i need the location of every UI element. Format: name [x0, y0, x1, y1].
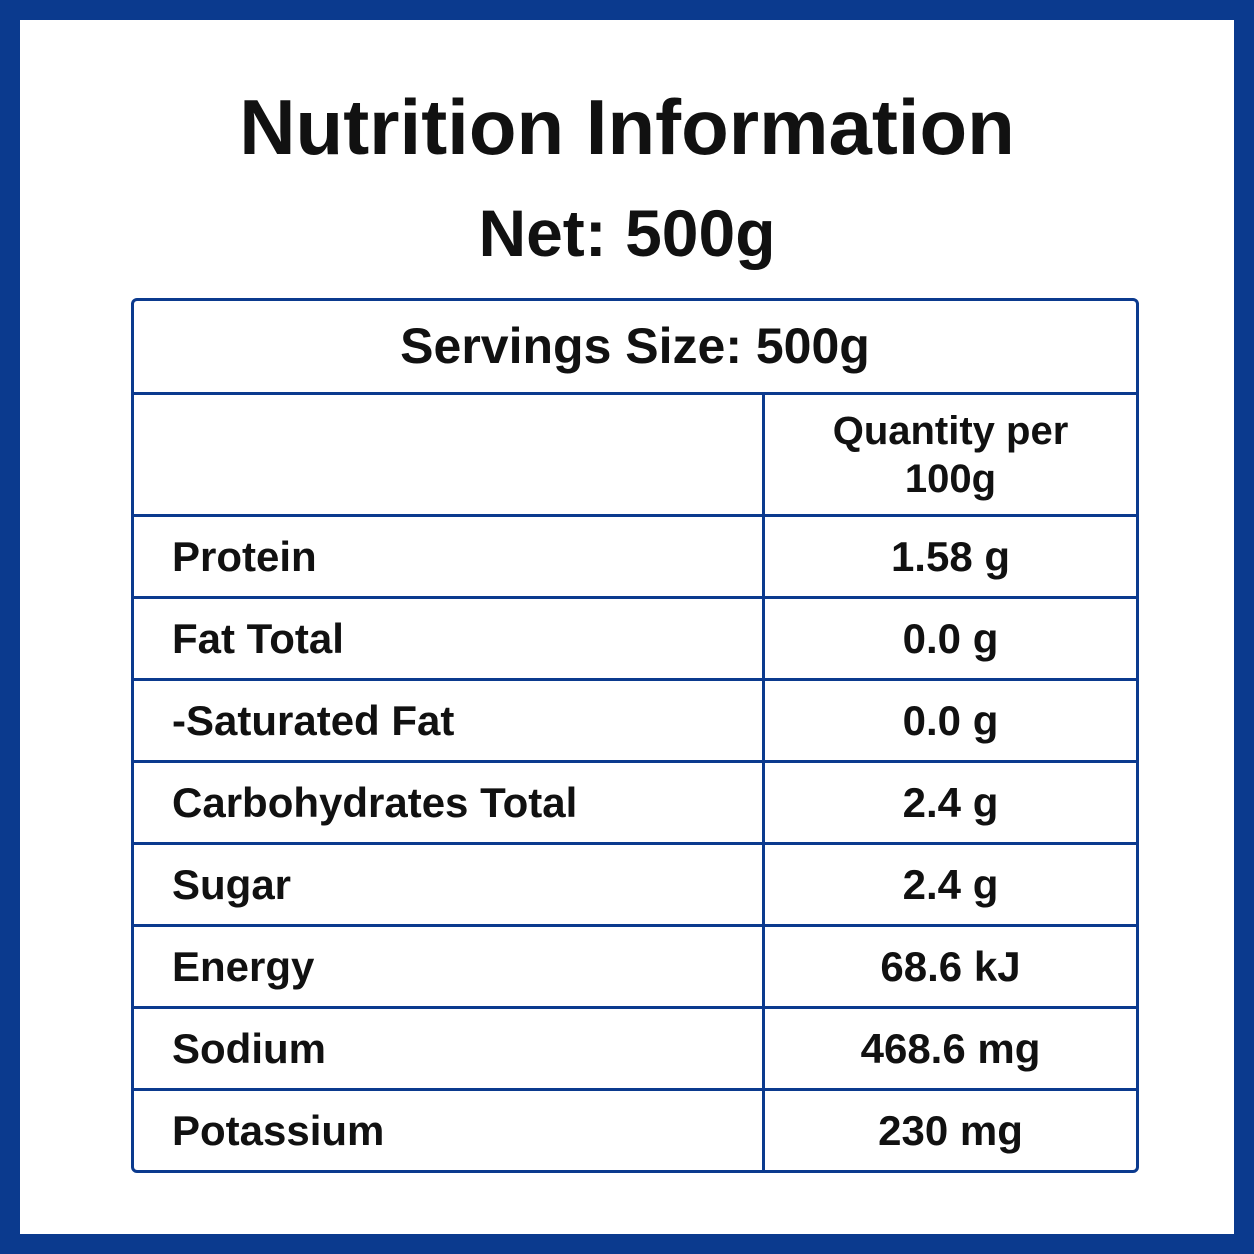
nutrient-name: Fat Total [134, 596, 765, 680]
nutrient-name: Carbohydrates Total [134, 760, 765, 844]
table-body: Quantity per 100g Protein 1.58 g Fat Total… [134, 392, 1136, 1170]
title: Nutrition Information [239, 83, 1015, 171]
nutrient-row: Sodium 468.6 mg [134, 1006, 1136, 1090]
nutrient-value: 68.6 kJ [763, 924, 1136, 1008]
column-header: Quantity per 100g [763, 392, 1136, 516]
nutrient-name: Sugar [134, 842, 765, 926]
nutrient-row: -Saturated Fat 0.0 g [134, 678, 1136, 762]
nutrient-value: 2.4 g [763, 760, 1136, 844]
net-weight: Net: 500g [478, 196, 776, 270]
nutrient-row: Sugar 2.4 g [134, 842, 1136, 926]
nutrient-value: 1.58 g [763, 514, 1136, 598]
nutrient-value: 230 mg [763, 1088, 1136, 1170]
nutrient-name: Sodium [134, 1006, 765, 1090]
nutrient-value: 0.0 g [763, 678, 1136, 762]
nutrient-row: Energy 68.6 kJ [134, 924, 1136, 1008]
nutrient-value: 468.6 mg [763, 1006, 1136, 1090]
nutrient-name: Protein [134, 514, 765, 598]
nutrient-row: Protein 1.58 g [134, 514, 1136, 598]
nutrient-value: 0.0 g [763, 596, 1136, 680]
nutrient-name: -Saturated Fat [134, 678, 765, 762]
empty-header-cell [134, 392, 765, 516]
nutrient-row: Carbohydrates Total 2.4 g [134, 760, 1136, 844]
column-header-row: Quantity per 100g [134, 392, 1136, 516]
nutrient-value: 2.4 g [763, 842, 1136, 926]
nutrition-table: Servings Size: 500g Quantity per 100g Pr… [131, 298, 1139, 1173]
nutrient-name: Energy [134, 924, 765, 1008]
nutrient-row: Fat Total 0.0 g [134, 596, 1136, 680]
table-rows: Quantity per 100g Protein 1.58 g Fat Total… [134, 392, 1136, 1170]
serving-size: Servings Size: 500g [400, 318, 870, 374]
nutrient-row: Potassium 230 mg [134, 1088, 1136, 1170]
nutrient-name: Potassium [134, 1088, 765, 1170]
